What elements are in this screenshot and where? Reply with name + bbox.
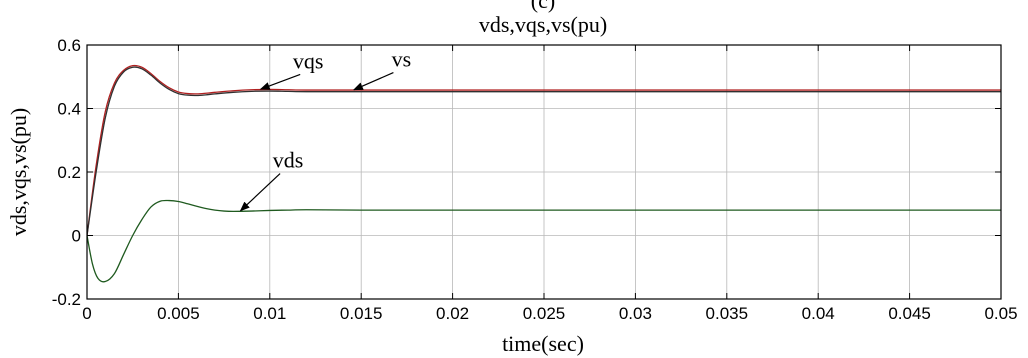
annotation-label-vs: vs [392,47,412,72]
x-tick-label: 0.04 [802,304,835,323]
y-axis-label: vds,vqs,vs(pu) [6,108,31,236]
y-tick-label: 0.6 [57,36,81,55]
x-tick-label: 0.03 [619,304,652,323]
x-tick-label: 0 [82,304,91,323]
y-tick-label: -0.2 [52,290,81,309]
x-tick-label: 0.01 [253,304,286,323]
annotation-arrow-vds [239,173,281,212]
y-tick-label: 0.2 [57,163,81,182]
chart-title: vds,vqs,vs(pu) [479,12,607,37]
series-group [87,64,1001,283]
annotation-arrow-vs [352,72,394,91]
x-tick-label: 0.05 [984,304,1017,323]
x-tick-label: 0.045 [888,304,931,323]
series-line-vs [87,64,1001,236]
annotation-arrow-vqs [259,73,301,90]
x-axis-label: time(sec) [502,331,584,356]
x-tick-label: 0.005 [157,304,200,323]
annotation-label-vds: vds [273,148,304,173]
title-fragment: (c) [531,0,555,13]
axis-ticks: 0 0.005 0.01 0.015 0.02 0.025 0.03 0.035 0.04 0.0… [52,36,1018,323]
annotation-group: vqs vs vds [239,47,412,212]
series-line-vqs [87,66,1001,236]
grid [87,45,1001,299]
x-tick-label: 0.02 [436,304,469,323]
series-line-vds [87,199,1001,283]
annotation-label-vqs: vqs [293,48,324,73]
x-tick-label: 0.015 [340,304,383,323]
x-tick-label: 0.035 [706,304,749,323]
x-tick-label: 0.025 [523,304,566,323]
y-tick-label: 0 [72,227,81,246]
y-tick-label: 0.4 [57,100,81,119]
